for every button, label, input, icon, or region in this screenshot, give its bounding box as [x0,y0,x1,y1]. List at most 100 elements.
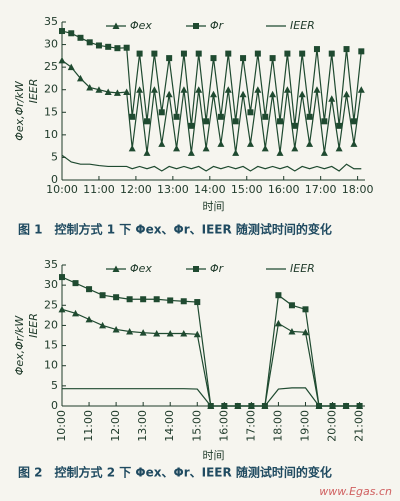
caption: 图 2 控制方式 2 下 Φex、Φr、IEER 随测试时间的变化 [18,465,332,480]
y-tick-label: 35 [44,15,58,28]
point [180,298,187,305]
point [173,144,181,152]
point [203,118,210,125]
point [328,95,336,102]
watermark: www.Egas.cn [319,485,392,498]
point [269,90,277,98]
point [288,302,295,309]
point [113,89,121,96]
point [306,140,314,147]
point [59,28,65,35]
point [58,305,66,313]
point [298,90,306,98]
point [336,122,343,129]
x-tick-label: 16:00 [268,183,300,196]
point [72,280,79,287]
y-tick-label: 5 [51,379,58,392]
point [112,325,120,333]
point [288,327,296,335]
y-axis-label: Φex,Φr/kW [13,80,26,141]
point [247,109,254,116]
x-tick-label: 12:00 [120,183,152,196]
series-line [62,387,360,407]
y-tick-label: 20 [44,318,58,331]
point [76,74,84,82]
point [113,294,120,301]
point [136,86,144,93]
y-tick-label: 30 [44,38,58,51]
point [68,30,75,37]
point [217,140,225,147]
point [58,56,66,64]
x-tick-label: 11:00 [83,183,115,196]
point [283,86,291,93]
y-axis-label: Φex,Φr/kW [13,315,26,376]
point [59,274,65,281]
point [217,113,224,120]
point [166,55,173,62]
point [299,50,306,57]
legend-label: Φr [210,19,225,32]
y-tick-label: 20 [44,83,58,96]
point [153,296,160,303]
point [136,50,143,57]
y-tick-label: 15 [44,339,58,352]
point [129,113,136,120]
point [301,328,309,336]
point [210,90,217,98]
point [67,63,75,71]
point [114,45,121,52]
point [202,144,210,152]
point [86,83,94,91]
legend-marker [193,23,199,29]
point [291,144,299,152]
point [188,122,195,129]
x-tick-label: 18:00 [342,183,374,196]
point [180,86,188,93]
legend-marker [112,265,120,272]
y-tick-label: 30 [44,278,58,291]
point [313,86,321,93]
point [165,90,173,98]
x-tick-label: 14:00 [163,410,176,442]
point [128,144,136,152]
point [85,315,93,323]
point [143,149,151,156]
legend-label: Φex [130,19,152,32]
point [269,55,276,62]
x-tick-label: 10:00 [55,410,68,442]
point [239,90,247,98]
x-tick-label: 16:00 [217,410,230,442]
point [193,330,201,338]
point [95,42,102,49]
legend-label: IEER [290,262,315,275]
legend-label: Φr [210,262,225,275]
y-tick-label: 25 [44,298,58,311]
point [123,44,130,51]
point [254,86,262,93]
point [343,46,350,53]
point [261,144,269,152]
x-tick-label: 15:00 [190,410,203,442]
legend-label: IEER [290,19,315,32]
x-axis-label: 时间 [203,449,225,462]
point [99,292,106,299]
y-tick-label: 5 [51,150,58,163]
point [357,86,365,93]
point [72,309,80,317]
x-axis-label: 时间 [203,200,225,213]
point [276,149,284,156]
point [350,118,357,125]
point [86,39,93,46]
x-tick-label: 20:00 [326,410,339,442]
point [224,86,232,93]
point [254,50,261,57]
point [291,122,298,129]
point [302,306,309,313]
x-tick-label: 19:00 [298,410,311,442]
point [284,50,291,57]
point [139,329,147,336]
point [343,90,351,98]
x-tick-label: 21:00 [353,410,366,442]
point [320,149,328,156]
